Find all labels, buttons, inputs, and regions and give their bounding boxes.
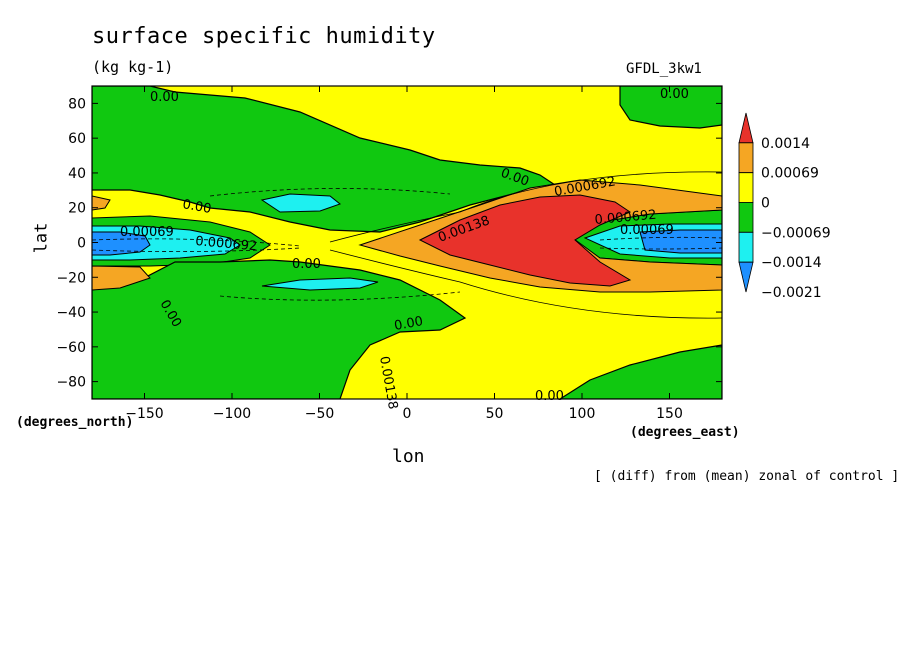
y-axis-units: (degrees_north): [16, 415, 134, 430]
contour-line: [92, 238, 301, 247]
fill-cyan-blob-south: [261, 277, 379, 291]
fill-orange-west: [92, 195, 151, 291]
y-tick-label: 0: [77, 236, 86, 252]
contour-line: [329, 171, 722, 243]
chart-units: (kg kg-1): [92, 58, 174, 76]
contour-label: 0.00: [393, 314, 424, 334]
y-tick-label: 20: [68, 201, 86, 217]
colorbar: 0.0014 0.00069 0 −0.00069 −0.0014 −0.0021: [738, 112, 831, 301]
contour-line: [92, 247, 301, 252]
contour-line: [599, 236, 722, 241]
x-tick-label: −100: [213, 406, 251, 422]
y-tick-label: −60: [56, 340, 86, 356]
fill-green-south-east: [558, 344, 722, 399]
colorbar-segment: [738, 202, 754, 233]
fill-red-max: [418, 194, 632, 287]
x-axis-units: (degrees_east): [630, 425, 740, 440]
contour-line: [209, 188, 451, 197]
fill-cyan-blob-north: [260, 193, 342, 213]
contour-label: 0.000692: [594, 208, 657, 228]
chart-title: surface specific humidity: [92, 24, 436, 49]
y-axis: −80 −60 −40 −20 0 20 40 60 80: [56, 96, 722, 391]
colorbar-segment: [738, 172, 754, 203]
colorbar-segment: [738, 231, 754, 263]
fill-blue-west: [92, 231, 151, 256]
contour-label: 0.00: [535, 389, 564, 404]
contour-line: [219, 291, 461, 301]
x-axis-label: lon: [392, 446, 425, 467]
colorbar-label: 0: [761, 196, 770, 212]
contour-label: 0.00069: [120, 225, 174, 240]
model-name: GFDL_3kw1: [626, 61, 702, 77]
colorbar-segment: [738, 142, 754, 174]
x-tick-label: −150: [125, 406, 163, 422]
contour-label: 0.00: [292, 257, 321, 272]
colorbar-label: −0.0014: [761, 255, 822, 271]
x-tick-label: −50: [305, 406, 335, 422]
contour-label: 0.000692: [195, 234, 258, 254]
colorbar-label: −0.00069: [761, 225, 831, 241]
x-axis: −150 −100 −50 0 50 100 150: [125, 86, 683, 422]
colorbar-segment: [738, 112, 754, 144]
fill-green-south: [92, 259, 467, 399]
y-tick-label: −80: [56, 375, 86, 391]
footnote: [ (diff) from (mean) zonal of control ]: [594, 469, 900, 484]
x-tick-label: 50: [486, 406, 504, 422]
contour-label: 0.00069: [620, 223, 674, 238]
colorbar-label: 0.00069: [761, 166, 819, 182]
contour-label: 0.00: [150, 90, 179, 105]
y-tick-label: 60: [68, 131, 86, 147]
colorbar-label: −0.0021: [761, 285, 822, 301]
x-tick-label: 150: [656, 406, 683, 422]
y-tick-label: −40: [56, 305, 86, 321]
fill-blue-east: [639, 229, 722, 254]
y-tick-label: −20: [56, 270, 86, 286]
colorbar-segment: [738, 261, 754, 293]
contour-lines: [92, 171, 722, 319]
x-tick-label: 100: [569, 406, 596, 422]
contour-line: [329, 249, 722, 319]
fill-green-north-east: [619, 86, 722, 129]
contour-label: 0.00: [660, 87, 689, 102]
contour-label: 0.00: [181, 197, 212, 217]
colorbar-label: 0.0014: [761, 136, 810, 152]
y-tick-label: 40: [68, 166, 86, 182]
y-tick-label: 80: [68, 96, 86, 112]
filled-contours: [92, 86, 722, 399]
x-tick-label: 0: [403, 406, 412, 422]
contour-line: [599, 247, 722, 250]
